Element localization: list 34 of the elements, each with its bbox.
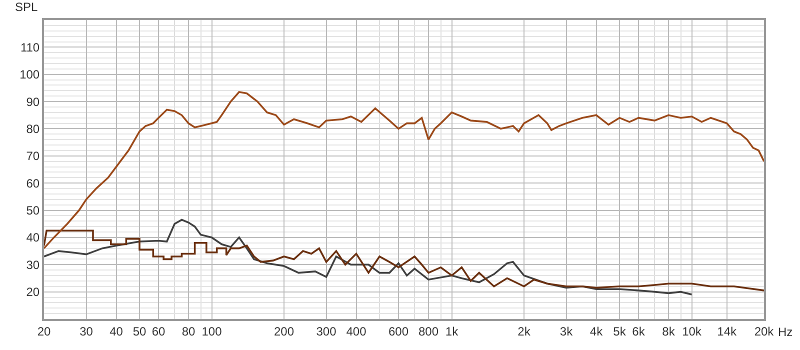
- x-tick-label: 10k: [682, 324, 702, 338]
- y-tick-label: 30: [26, 258, 40, 272]
- y-tick-label: 40: [26, 230, 40, 245]
- y-tick-label: 90: [26, 94, 40, 109]
- x-tick-label: 14k: [717, 324, 738, 338]
- x-tick-label: 8k: [662, 324, 676, 338]
- x-tick-label: 200: [274, 324, 294, 338]
- x-axis-title: Hz: [778, 325, 793, 339]
- x-tick-label: 1k: [445, 324, 460, 338]
- x-tick-label: 4k: [590, 324, 604, 338]
- y-tick-label: 70: [26, 149, 40, 164]
- x-tick-label: 3k: [560, 324, 574, 338]
- x-tick-label: 20: [37, 324, 51, 338]
- y-tick-label: 50: [26, 203, 40, 218]
- y-axis-title: SPL: [15, 0, 38, 14]
- x-tick-label: 400: [346, 324, 367, 338]
- y-tick-label: 20: [26, 285, 40, 300]
- x-tick-label: 30: [80, 324, 94, 338]
- x-tick-label: 800: [418, 324, 439, 338]
- x-tick-label: 300: [316, 324, 337, 338]
- y-tick-label: 60: [26, 176, 40, 190]
- y-tick-label: 110: [20, 40, 40, 54]
- x-tick-label: 5k: [613, 324, 627, 338]
- x-tick-label: 80: [182, 324, 196, 338]
- y-tick-label: 80: [26, 122, 40, 136]
- x-tick-label: 50: [132, 324, 147, 338]
- x-tick-label: 6k: [632, 324, 646, 338]
- x-tick-label: 60: [152, 324, 166, 338]
- y-tick-label: 100: [20, 68, 40, 82]
- x-tick-label: 600: [388, 324, 409, 338]
- x-tick-label: 20k: [754, 324, 775, 338]
- x-tick-label: 100: [202, 324, 222, 338]
- x-tick-label: 2k: [518, 324, 532, 338]
- x-tick-label: 40: [110, 324, 124, 338]
